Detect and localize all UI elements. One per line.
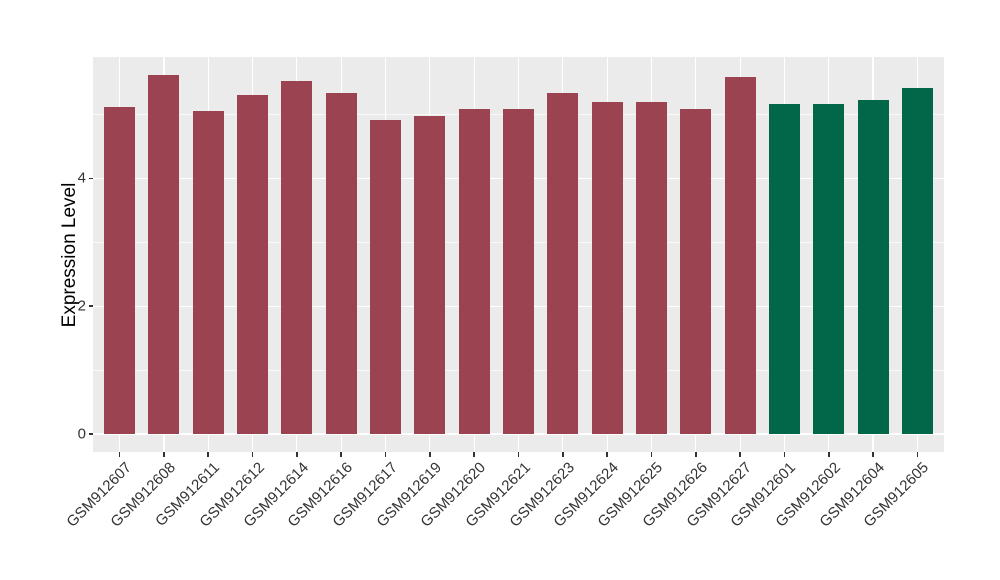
x-tick-mark (163, 452, 165, 457)
y-tick-mark (88, 433, 93, 435)
bar (547, 92, 579, 435)
bar (680, 108, 712, 435)
bar (370, 120, 402, 435)
plot-panel (93, 57, 944, 452)
x-tick-mark (296, 452, 298, 457)
x-tick-mark (650, 452, 653, 457)
x-tick-mark (872, 452, 874, 457)
bar (857, 100, 889, 435)
bar (813, 103, 845, 435)
bar (104, 106, 136, 435)
x-tick-mark (251, 452, 254, 457)
y-tick-label: 2 (77, 297, 86, 315)
x-tick-mark (916, 452, 919, 457)
bar (237, 95, 269, 435)
x-tick-mark (384, 452, 387, 457)
x-tick-mark (783, 452, 786, 457)
x-tick-mark (207, 452, 210, 457)
bar (148, 74, 180, 435)
y-tick-mark (88, 177, 93, 180)
y-tick-label: 4 (77, 169, 86, 187)
x-tick-mark (118, 452, 121, 457)
y-tick-label: 0 (77, 425, 86, 443)
bar (591, 102, 623, 435)
x-tick-mark (694, 452, 697, 457)
x-tick-mark (340, 452, 342, 457)
x-tick-mark (429, 452, 431, 457)
bar (502, 108, 534, 435)
bar (325, 93, 357, 435)
bar (458, 108, 490, 435)
x-tick-mark (606, 452, 608, 457)
bar (768, 104, 800, 435)
x-tick-mark (517, 452, 520, 457)
bar (281, 80, 313, 435)
x-tick-mark (562, 452, 564, 457)
bar (901, 88, 933, 435)
bar (414, 115, 446, 435)
bar (635, 102, 667, 435)
x-tick-mark (739, 452, 741, 457)
x-tick-mark (827, 452, 830, 457)
x-tick-mark (473, 452, 475, 457)
y-tick-mark (88, 305, 93, 308)
bar (192, 111, 224, 435)
bar (724, 76, 756, 435)
